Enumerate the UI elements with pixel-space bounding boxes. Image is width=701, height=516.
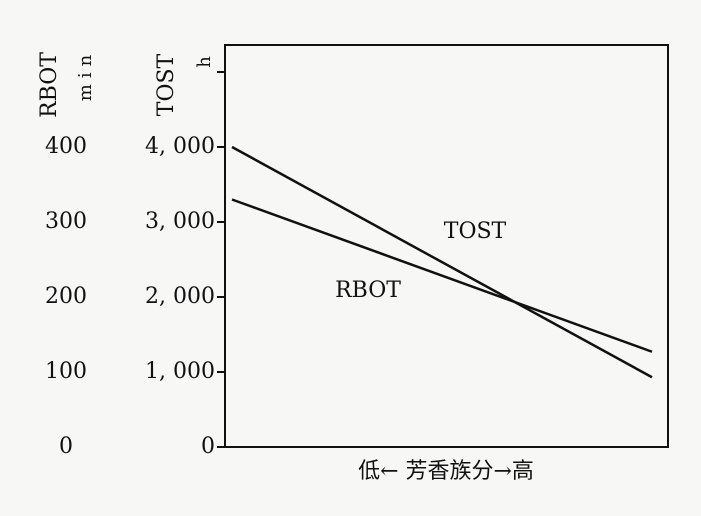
x-axis-title: 低← 芳香族分→高 [358, 459, 534, 484]
y2-tick-label: 300 [45, 209, 87, 234]
y-axis-title: TOST [154, 53, 179, 116]
y2-tick-label: 0 [59, 434, 73, 459]
y-tick-label: 4, 000 [145, 134, 215, 159]
series-label: TOST [444, 219, 507, 244]
plot-frame [224, 44, 669, 448]
y2-tick-label: 100 [45, 359, 87, 384]
y2-tick-label: 400 [45, 134, 87, 159]
series-line [231, 145, 653, 379]
y2-axis-title: RBOT [37, 52, 62, 118]
y-tick-label: 2, 000 [145, 284, 215, 309]
y-tick-label: 3, 000 [145, 209, 215, 234]
y-tick-label: 0 [201, 434, 215, 459]
y2-axis-unit: min [75, 49, 96, 101]
y-tick-label: 1, 000 [145, 359, 215, 384]
y2-tick-label: 200 [45, 284, 87, 309]
series-label: RBOT [335, 278, 401, 303]
y-axis-unit: h [194, 56, 215, 68]
series-line [231, 198, 653, 353]
